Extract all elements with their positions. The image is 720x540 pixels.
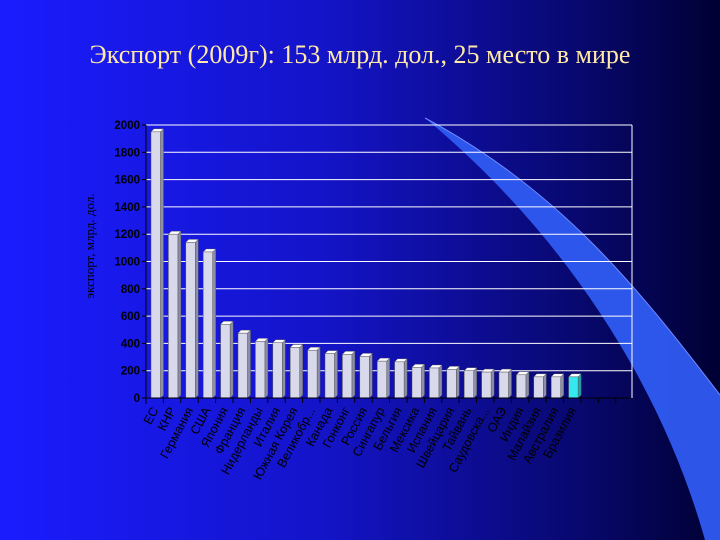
y-tick-label: 400 xyxy=(121,338,140,350)
bar-front xyxy=(481,371,492,399)
bar-front xyxy=(220,324,231,399)
bar-front xyxy=(237,332,248,399)
y-tick-label: 1400 xyxy=(114,202,140,214)
y-tick-label: 800 xyxy=(121,284,140,296)
y-axis-label: экспорт, млрд. дол. xyxy=(82,193,97,298)
bar-front xyxy=(429,367,440,399)
bar-side xyxy=(508,368,512,399)
bar-side xyxy=(386,357,390,399)
bar-side xyxy=(212,248,216,399)
bar-side xyxy=(177,230,182,399)
y-ticks: 0 200 400 600 800 1000 1200 1400 1600 1800 2000 xyxy=(114,120,146,405)
category-labels: ЕСКНРГерманияСШАЯпонияФранцияНидерландыИ… xyxy=(141,404,579,482)
bar-side xyxy=(490,368,495,399)
bar xyxy=(376,357,391,399)
bar xyxy=(498,368,512,399)
bar-side xyxy=(247,329,251,399)
bar-front xyxy=(516,374,527,399)
bar xyxy=(359,352,373,399)
bar-side xyxy=(264,337,269,399)
bar xyxy=(394,358,408,399)
bar-front xyxy=(185,242,196,399)
bar-side xyxy=(577,373,582,399)
bar-front xyxy=(289,347,300,399)
bar-front xyxy=(394,361,405,399)
bar xyxy=(550,373,565,399)
bar xyxy=(272,339,286,399)
y-tick-label: 1200 xyxy=(114,229,140,241)
grid-layer xyxy=(146,124,632,399)
bar-front xyxy=(498,371,509,399)
bar-side xyxy=(473,367,477,399)
slide-title: Экспорт (2009г): 153 млрд. дол., 25 мест… xyxy=(89,40,631,69)
bar-side xyxy=(351,350,356,399)
y-tick-label: 1000 xyxy=(114,257,140,269)
y-tick-label: 1600 xyxy=(114,175,140,187)
bar-front xyxy=(324,353,335,399)
bar xyxy=(202,248,217,399)
y-tick-label: 600 xyxy=(121,311,140,323)
bar xyxy=(533,373,547,399)
bar-front xyxy=(568,376,579,399)
bar-side xyxy=(421,363,425,399)
bar-side xyxy=(560,373,564,399)
bar-front xyxy=(550,376,561,399)
y-tick-label: 0 xyxy=(134,393,140,405)
bar xyxy=(568,373,582,399)
bar-front xyxy=(202,251,213,399)
bar-front xyxy=(446,369,457,399)
bar xyxy=(446,365,460,399)
bar-front xyxy=(150,131,161,399)
bar-side xyxy=(160,128,164,399)
bars xyxy=(150,128,582,399)
bar-front xyxy=(342,354,353,399)
y-tick-label: 2000 xyxy=(114,120,140,132)
bar xyxy=(307,346,321,399)
y-tick-label: 200 xyxy=(121,366,140,378)
bar xyxy=(515,371,530,399)
bar xyxy=(481,368,495,399)
decorative-swoosh-edge xyxy=(424,117,720,396)
bar-front xyxy=(307,349,318,399)
bar xyxy=(428,364,443,399)
bar-side xyxy=(456,365,460,399)
bar-front xyxy=(255,341,266,399)
bar xyxy=(185,238,199,399)
bar-side xyxy=(334,350,338,399)
bar-front xyxy=(533,376,544,399)
bar-front xyxy=(376,360,387,399)
bar xyxy=(341,350,356,399)
bar-front xyxy=(411,367,422,399)
bar xyxy=(254,337,269,399)
bar xyxy=(463,367,478,399)
axes xyxy=(145,125,633,404)
bar-side xyxy=(543,373,547,399)
bar xyxy=(411,363,425,399)
bar xyxy=(237,329,251,399)
bar xyxy=(220,320,234,399)
bar xyxy=(150,128,164,399)
bar-front xyxy=(463,370,474,399)
bar-side xyxy=(299,344,303,399)
bar-side xyxy=(369,352,373,399)
bar-front xyxy=(359,356,370,399)
bar-side xyxy=(229,320,234,399)
decorative-swoosh xyxy=(425,118,720,540)
bar-side xyxy=(438,364,443,399)
bar-side xyxy=(525,371,530,399)
bar-front xyxy=(168,233,179,399)
bar xyxy=(289,344,304,399)
y-tick-label: 1800 xyxy=(114,147,140,159)
bar-side xyxy=(403,358,408,399)
bar-side xyxy=(195,238,199,399)
bar xyxy=(167,230,182,399)
bar-side xyxy=(282,339,286,399)
bar-front xyxy=(272,342,283,399)
bar-side xyxy=(316,346,321,399)
bar xyxy=(324,350,338,399)
